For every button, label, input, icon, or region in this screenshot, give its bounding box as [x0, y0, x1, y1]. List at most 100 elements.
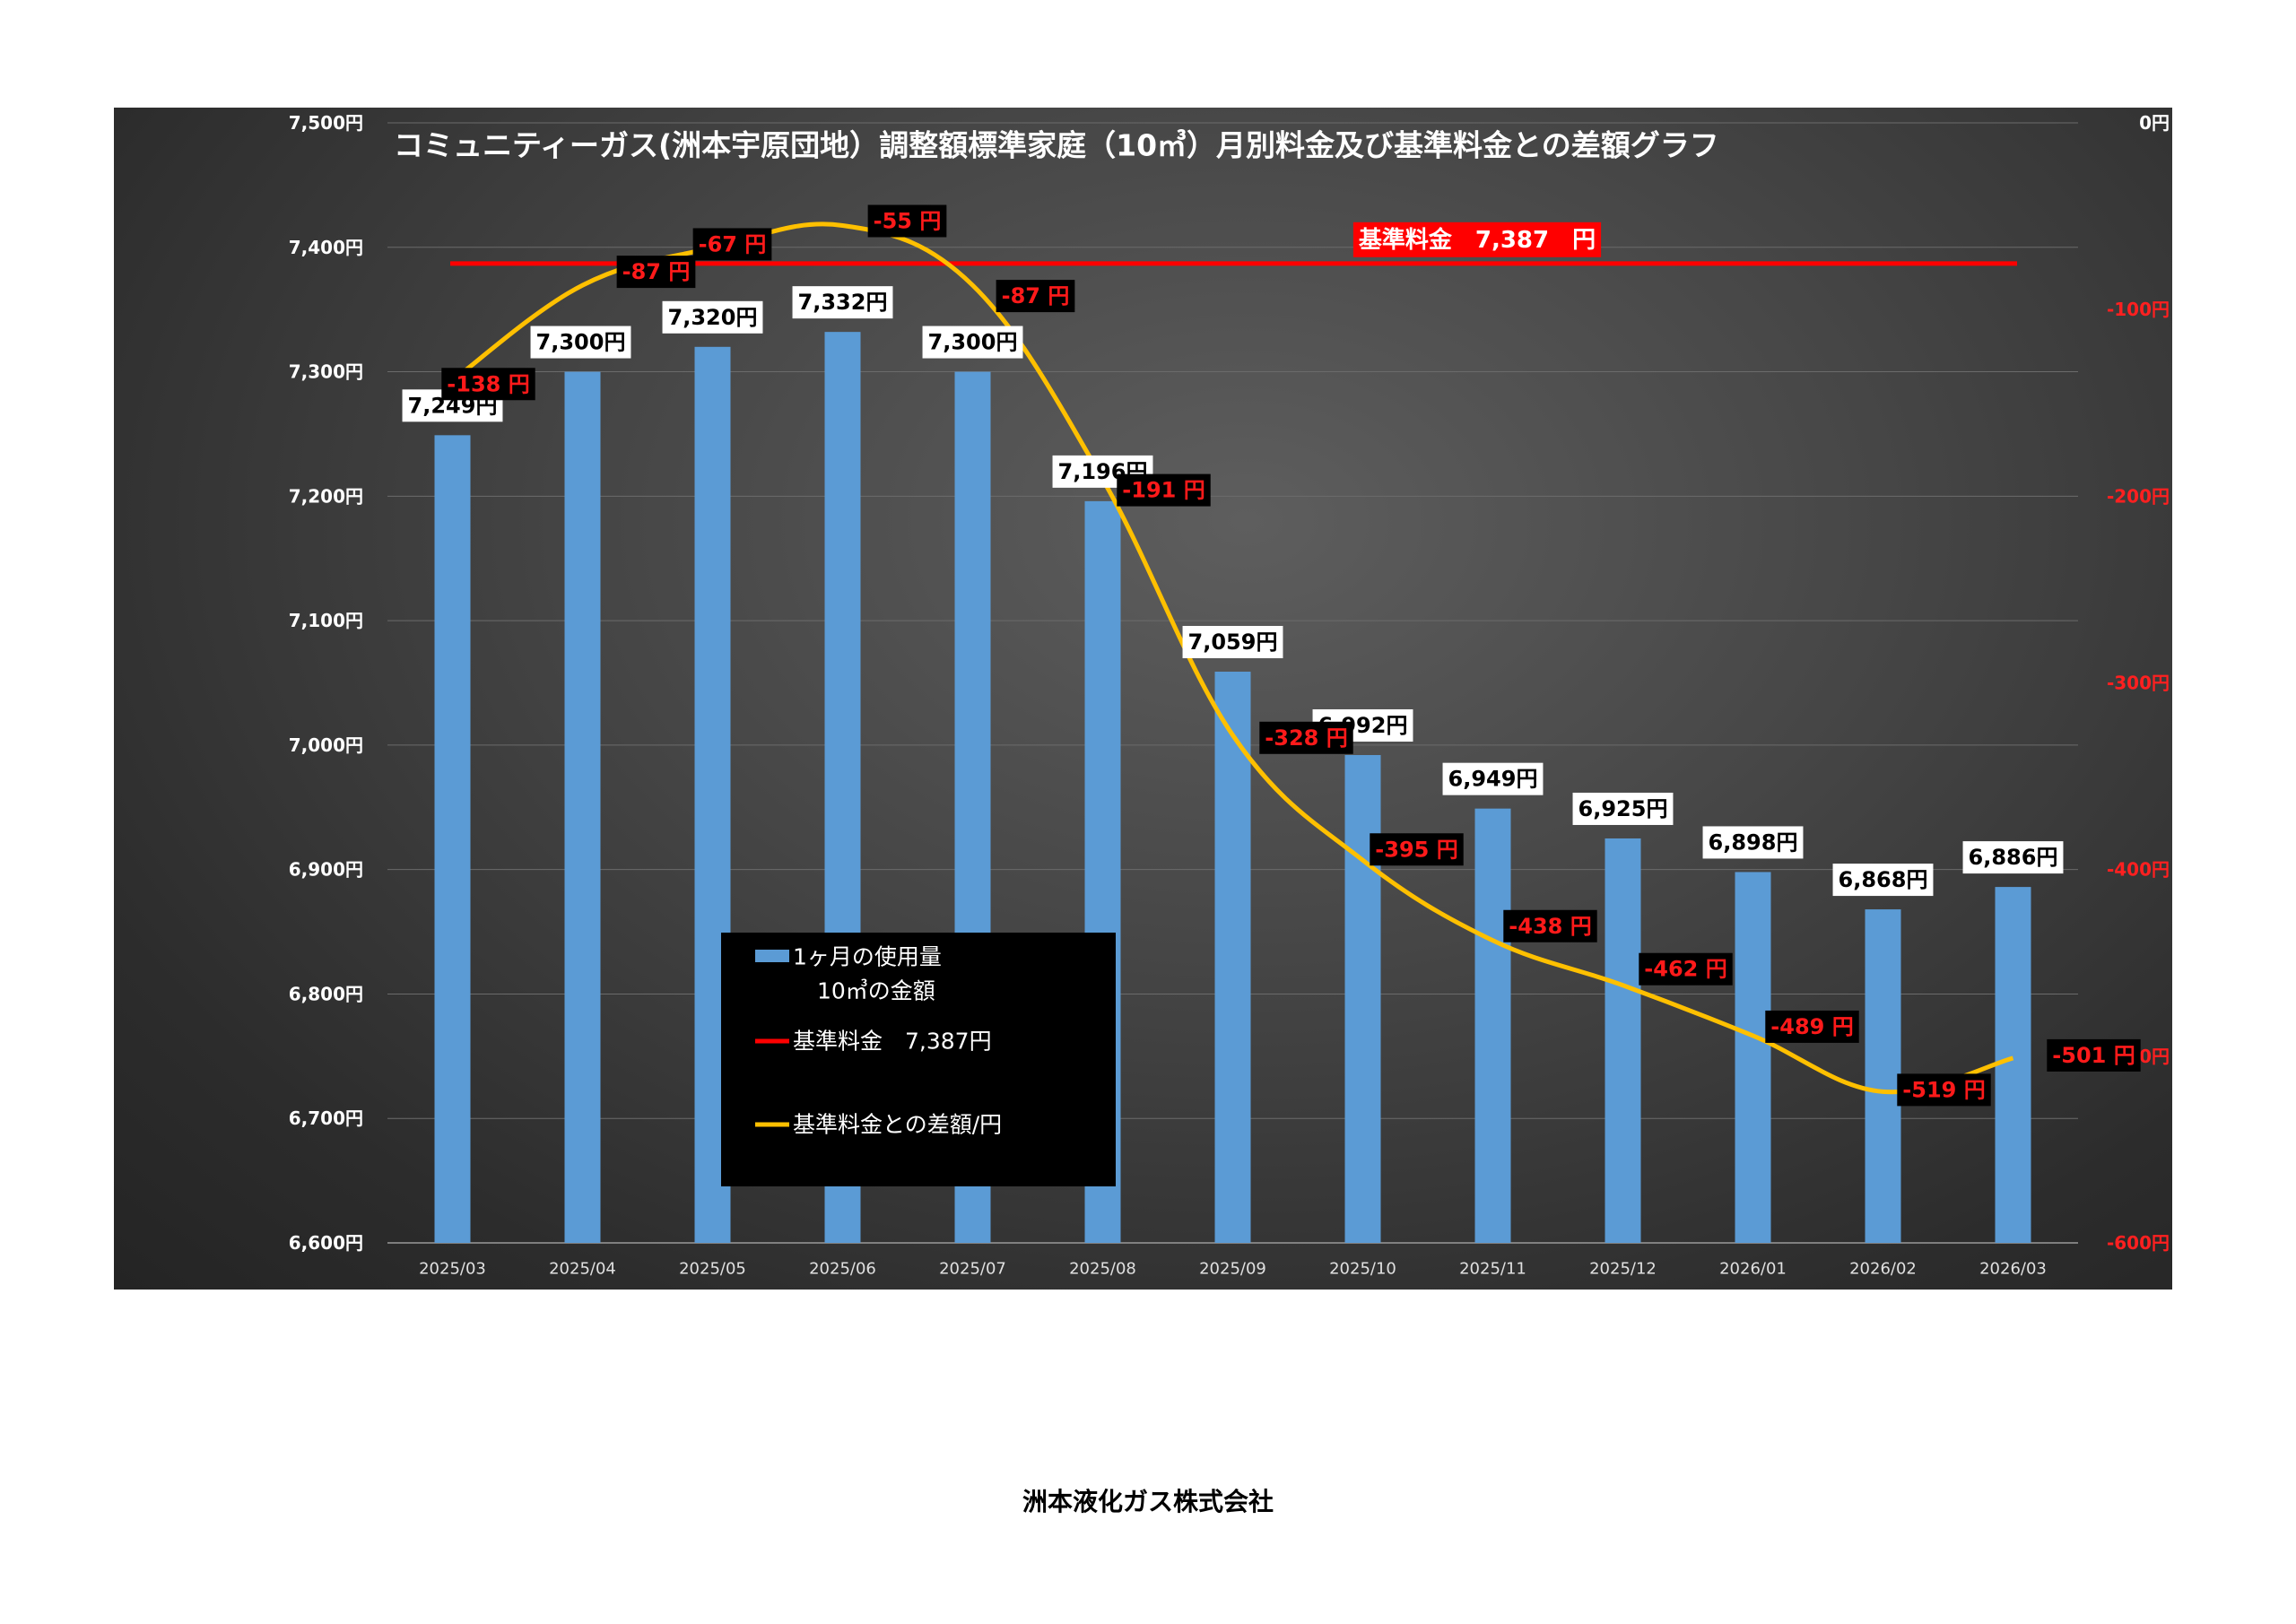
bar	[1344, 754, 1381, 1243]
bar	[564, 371, 601, 1243]
left-axis-tick: 6,800円	[289, 983, 363, 1004]
right-axis-tick: -400円	[2107, 859, 2170, 881]
left-axis-tick: 7,400円	[289, 237, 363, 258]
bar	[1995, 887, 2031, 1243]
bar-value-label: 7,320円	[662, 300, 763, 334]
difference-value-label-text: -138 円	[447, 371, 529, 396]
difference-value-label-text: -87 円	[1002, 283, 1070, 308]
difference-value-label-text: -519 円	[1902, 1077, 1985, 1102]
bar-value-label-box	[922, 326, 1023, 359]
x-axis-tick: 2025/06	[809, 1260, 876, 1279]
bar	[1605, 838, 1641, 1243]
right-axis-tick: -100円	[2107, 299, 2170, 320]
difference-value-label-box	[1503, 909, 1597, 942]
left-axis-tick: 7,100円	[289, 610, 363, 631]
left-axis-tick: 7,300円	[289, 361, 363, 383]
difference-value-label-text: -501 円	[2052, 1043, 2135, 1068]
difference-value-label-box	[1370, 833, 1464, 866]
difference-value-label-box	[692, 228, 772, 261]
bar-value-label-text: 6,925円	[1578, 796, 1668, 821]
bar	[1214, 672, 1251, 1243]
x-axis-tick: 2025/04	[549, 1260, 616, 1279]
x-axis-tick: 2026/02	[1849, 1260, 1917, 1279]
bar-value-label-text: 6,868円	[1839, 867, 1928, 892]
bar	[1735, 872, 1771, 1243]
bar-value-label-box	[662, 300, 763, 334]
difference-value-label: -501 円	[2047, 1038, 2141, 1072]
difference-value-label: -395 円	[1370, 833, 1464, 866]
difference-value-label-box	[1897, 1073, 1991, 1107]
bar	[1474, 808, 1511, 1243]
reference-label-text: 基準料金 7,387 円	[1359, 226, 1596, 254]
difference-value-label-text: -328 円	[1265, 725, 1347, 751]
bar-value-label-box	[1442, 762, 1544, 795]
bar-value-label-box	[1702, 826, 1804, 859]
bar-value-label: 7,300円	[922, 326, 1023, 359]
chart-svg: 6,600円 6,700円 6,800円 6,900円 7,000円 7,100円 7,20…	[289, 112, 2170, 1279]
bar-value-label-box	[1572, 792, 1674, 825]
bar-value-label-box	[792, 286, 893, 319]
x-axis-tick: 2025/05	[679, 1260, 746, 1279]
difference-value-label: -138 円	[441, 368, 535, 401]
bar-value-label: 6,898円	[1702, 826, 1804, 859]
x-axis-tick: 2025/12	[1589, 1260, 1657, 1279]
legend-entry-difference: 基準料金との差額/円	[793, 1112, 1002, 1138]
chart-panel: 6,600円 6,700円 6,800円 6,900円 7,000円 7,100円 7,20…	[114, 108, 2172, 1290]
difference-value-label: -67 円	[692, 228, 772, 261]
legend-entry-reference: 基準料金 7,387円	[793, 1029, 992, 1055]
difference-value-label-box	[1259, 721, 1353, 754]
difference-value-label: -462 円	[1639, 952, 1733, 986]
difference-value-label-text: -55 円	[874, 208, 942, 233]
left-axis-tick: 7,500円	[289, 112, 363, 134]
difference-value-label: -489 円	[1765, 1010, 1859, 1043]
x-axis-tick: 2025/10	[1329, 1260, 1396, 1279]
x-axis-tick: 2025/07	[939, 1260, 1006, 1279]
difference-value-label-box	[867, 204, 947, 238]
left-axis-tick: 6,700円	[289, 1107, 363, 1129]
chart-title: コミュニティーガス(洲本宇原団地）調整額標準家庭（10㎥）月別料金及び基準料金と…	[394, 128, 1719, 163]
difference-value-label-text: -67 円	[699, 231, 767, 256]
difference-value-label-box	[2047, 1038, 2141, 1072]
difference-value-label-box	[441, 368, 535, 401]
bar-value-label-text: 7,300円	[536, 330, 626, 355]
difference-value-label-text: -438 円	[1509, 914, 1591, 939]
bar-value-label-box	[530, 326, 631, 359]
company-name: 洲本液化ガス株式会社	[1022, 1487, 1274, 1516]
bar-value-label-text: 7,332円	[798, 290, 888, 315]
bar	[434, 435, 471, 1243]
legend-entry-bars: 1ヶ月の使用量	[793, 944, 942, 970]
right-axis-tick: -200円	[2107, 485, 2170, 507]
left-axis-tick: 6,600円	[289, 1232, 363, 1254]
reference-label-box	[1352, 221, 1602, 257]
x-axis-tick: 2026/01	[1719, 1260, 1787, 1279]
bar-value-label-box	[1832, 864, 1934, 897]
bar-value-label-text: 7,059円	[1188, 630, 1278, 655]
left-axis-tick: 7,200円	[289, 485, 363, 507]
difference-value-label: -55 円	[867, 204, 947, 238]
bar-value-label: 7,059円	[1182, 626, 1283, 659]
difference-value-label-box	[1117, 473, 1211, 507]
legend-box	[721, 933, 1116, 1186]
difference-value-label: -87 円	[616, 256, 696, 289]
difference-value-label-box	[996, 280, 1075, 313]
difference-value-label: -87 円	[996, 280, 1075, 313]
legend-entry-bars-2: 10㎥の金額	[817, 978, 935, 1004]
difference-value-label: -519 円	[1897, 1073, 1991, 1107]
difference-value-label-text: -87 円	[622, 259, 691, 284]
x-axis-tick: 2025/03	[419, 1260, 486, 1279]
bar-value-label-text: 6,949円	[1448, 767, 1538, 792]
bar-value-label-text: 7,320円	[668, 305, 758, 330]
x-axis-tick: 2026/03	[1979, 1260, 2047, 1279]
bar-value-label: 6,868円	[1832, 864, 1934, 897]
bar-value-label-text: 7,300円	[928, 330, 1018, 355]
difference-value-label: -191 円	[1117, 473, 1211, 507]
bar-value-label-box	[1182, 626, 1283, 659]
right-axis-tick: -600円	[2107, 1232, 2170, 1254]
difference-value-label-text: -191 円	[1122, 478, 1205, 503]
difference-value-label-box	[1765, 1010, 1859, 1043]
difference-value-label-text: -489 円	[1770, 1014, 1853, 1039]
bar-value-label: 6,925円	[1572, 792, 1674, 825]
reference-label: 基準料金 7,387 円	[1352, 221, 1602, 257]
bar-value-label-text: 6,886円	[1969, 845, 2058, 870]
difference-value-label-text: -462 円	[1644, 957, 1726, 982]
